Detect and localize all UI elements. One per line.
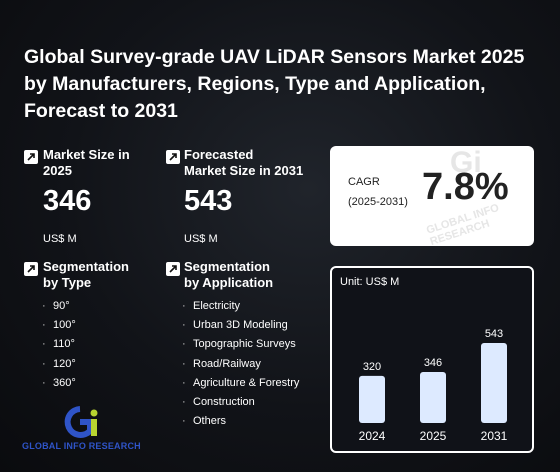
forecast-label-line-2: Market Size in 2031 xyxy=(184,163,304,178)
market-size-label-line-1: Market Size in xyxy=(43,147,130,162)
market-size-unit: US$ M xyxy=(43,233,77,245)
bar-2024 xyxy=(359,375,385,423)
application-list-item: · Electricity xyxy=(182,300,241,312)
application-list-item: · Topographic Surveys xyxy=(182,338,296,351)
type-list-item: · 90° xyxy=(42,300,70,312)
title-line-3: Forecast to 2031 xyxy=(24,100,178,122)
page-title: Global Survey-grade UAV LiDAR Sensors Ma… xyxy=(24,44,544,125)
trend-arrow-icon xyxy=(166,262,180,276)
segmentation-type-label-line-1: Segmentation xyxy=(43,259,129,274)
logo-mark-icon xyxy=(64,406,98,438)
forecast-label-line-1: Forecasted xyxy=(184,147,254,162)
market-size-value: 346 xyxy=(43,185,92,217)
segmentation-application-label-line-2: by Application xyxy=(184,275,274,290)
chart-unit-label: Unit: US$ M xyxy=(340,276,400,288)
title-line-1: Global Survey-grade UAV LiDAR Sensors Ma… xyxy=(24,46,525,68)
bar-2025 xyxy=(420,372,446,423)
application-list-item: · Urban 3D Modeling xyxy=(182,319,288,332)
logo-text: GLOBAL INFO RESEARCH xyxy=(22,441,141,451)
category-label: 2031 xyxy=(481,429,508,443)
type-list-item: · 360° xyxy=(42,376,76,389)
forecast-unit: US$ M xyxy=(184,233,218,245)
segmentation-application-label: Segmentation by Application xyxy=(184,259,273,291)
segmentation-application-label-line-1: Segmentation xyxy=(184,259,270,274)
watermark-logo-mark: Gi xyxy=(450,146,482,179)
application-list-item: · Others xyxy=(182,415,227,428)
application-list-item: · Road/Railway xyxy=(182,357,261,370)
forecast-value: 543 xyxy=(184,185,233,217)
title-line-2: by Manufacturers, Regions, Type and Appl… xyxy=(24,73,486,95)
type-list-item: · 110° xyxy=(42,338,75,351)
trend-arrow-icon xyxy=(24,150,38,164)
data-label: 543 xyxy=(485,328,503,340)
segmentation-type-label: Segmentation by Type xyxy=(43,259,129,291)
segmentation-type-label-line-2: by Type xyxy=(43,275,92,290)
cagr-label-line-2: (2025-2031) xyxy=(348,196,408,208)
type-list-item: · 100° xyxy=(42,319,76,332)
application-list-item: · Construction xyxy=(182,395,255,408)
forecast-label: Forecasted Market Size in 2031 xyxy=(184,147,303,179)
cagr-label: CAGR (2025-2031) xyxy=(348,172,408,212)
type-list: · 90° · 100° · 110° · 120° · 360° xyxy=(42,297,76,393)
cagr-card: Gi GLOBAL INFO RESEARCH CAGR (2025-2031)… xyxy=(330,146,534,246)
data-label: 320 xyxy=(363,361,381,373)
trend-arrow-icon xyxy=(166,150,180,164)
category-label: 2024 xyxy=(359,429,386,443)
trend-arrow-icon xyxy=(24,262,38,276)
cagr-label-line-1: CAGR xyxy=(348,176,380,188)
application-list: · Electricity · Urban 3D Modeling · Topogra… xyxy=(182,297,299,431)
market-size-label: Market Size in 2025 xyxy=(43,147,130,179)
company-logo: GLOBAL INFO RESEARCH xyxy=(22,405,142,453)
market-size-label-line-2: 2025 xyxy=(43,163,72,178)
bar-chart: 320 2024 346 2025 543 2031 xyxy=(359,328,508,443)
category-label: 2025 xyxy=(420,429,447,443)
type-list-item: · 120° xyxy=(42,357,76,370)
chart-card: Unit: US$ M 320 2024 346 2025 543 2031 xyxy=(330,266,534,453)
data-label: 346 xyxy=(424,357,442,369)
bar-2031 xyxy=(481,343,507,423)
application-list-item: · Agriculture & Forestry xyxy=(182,376,300,389)
cagr-value: 7.8% xyxy=(422,166,509,208)
